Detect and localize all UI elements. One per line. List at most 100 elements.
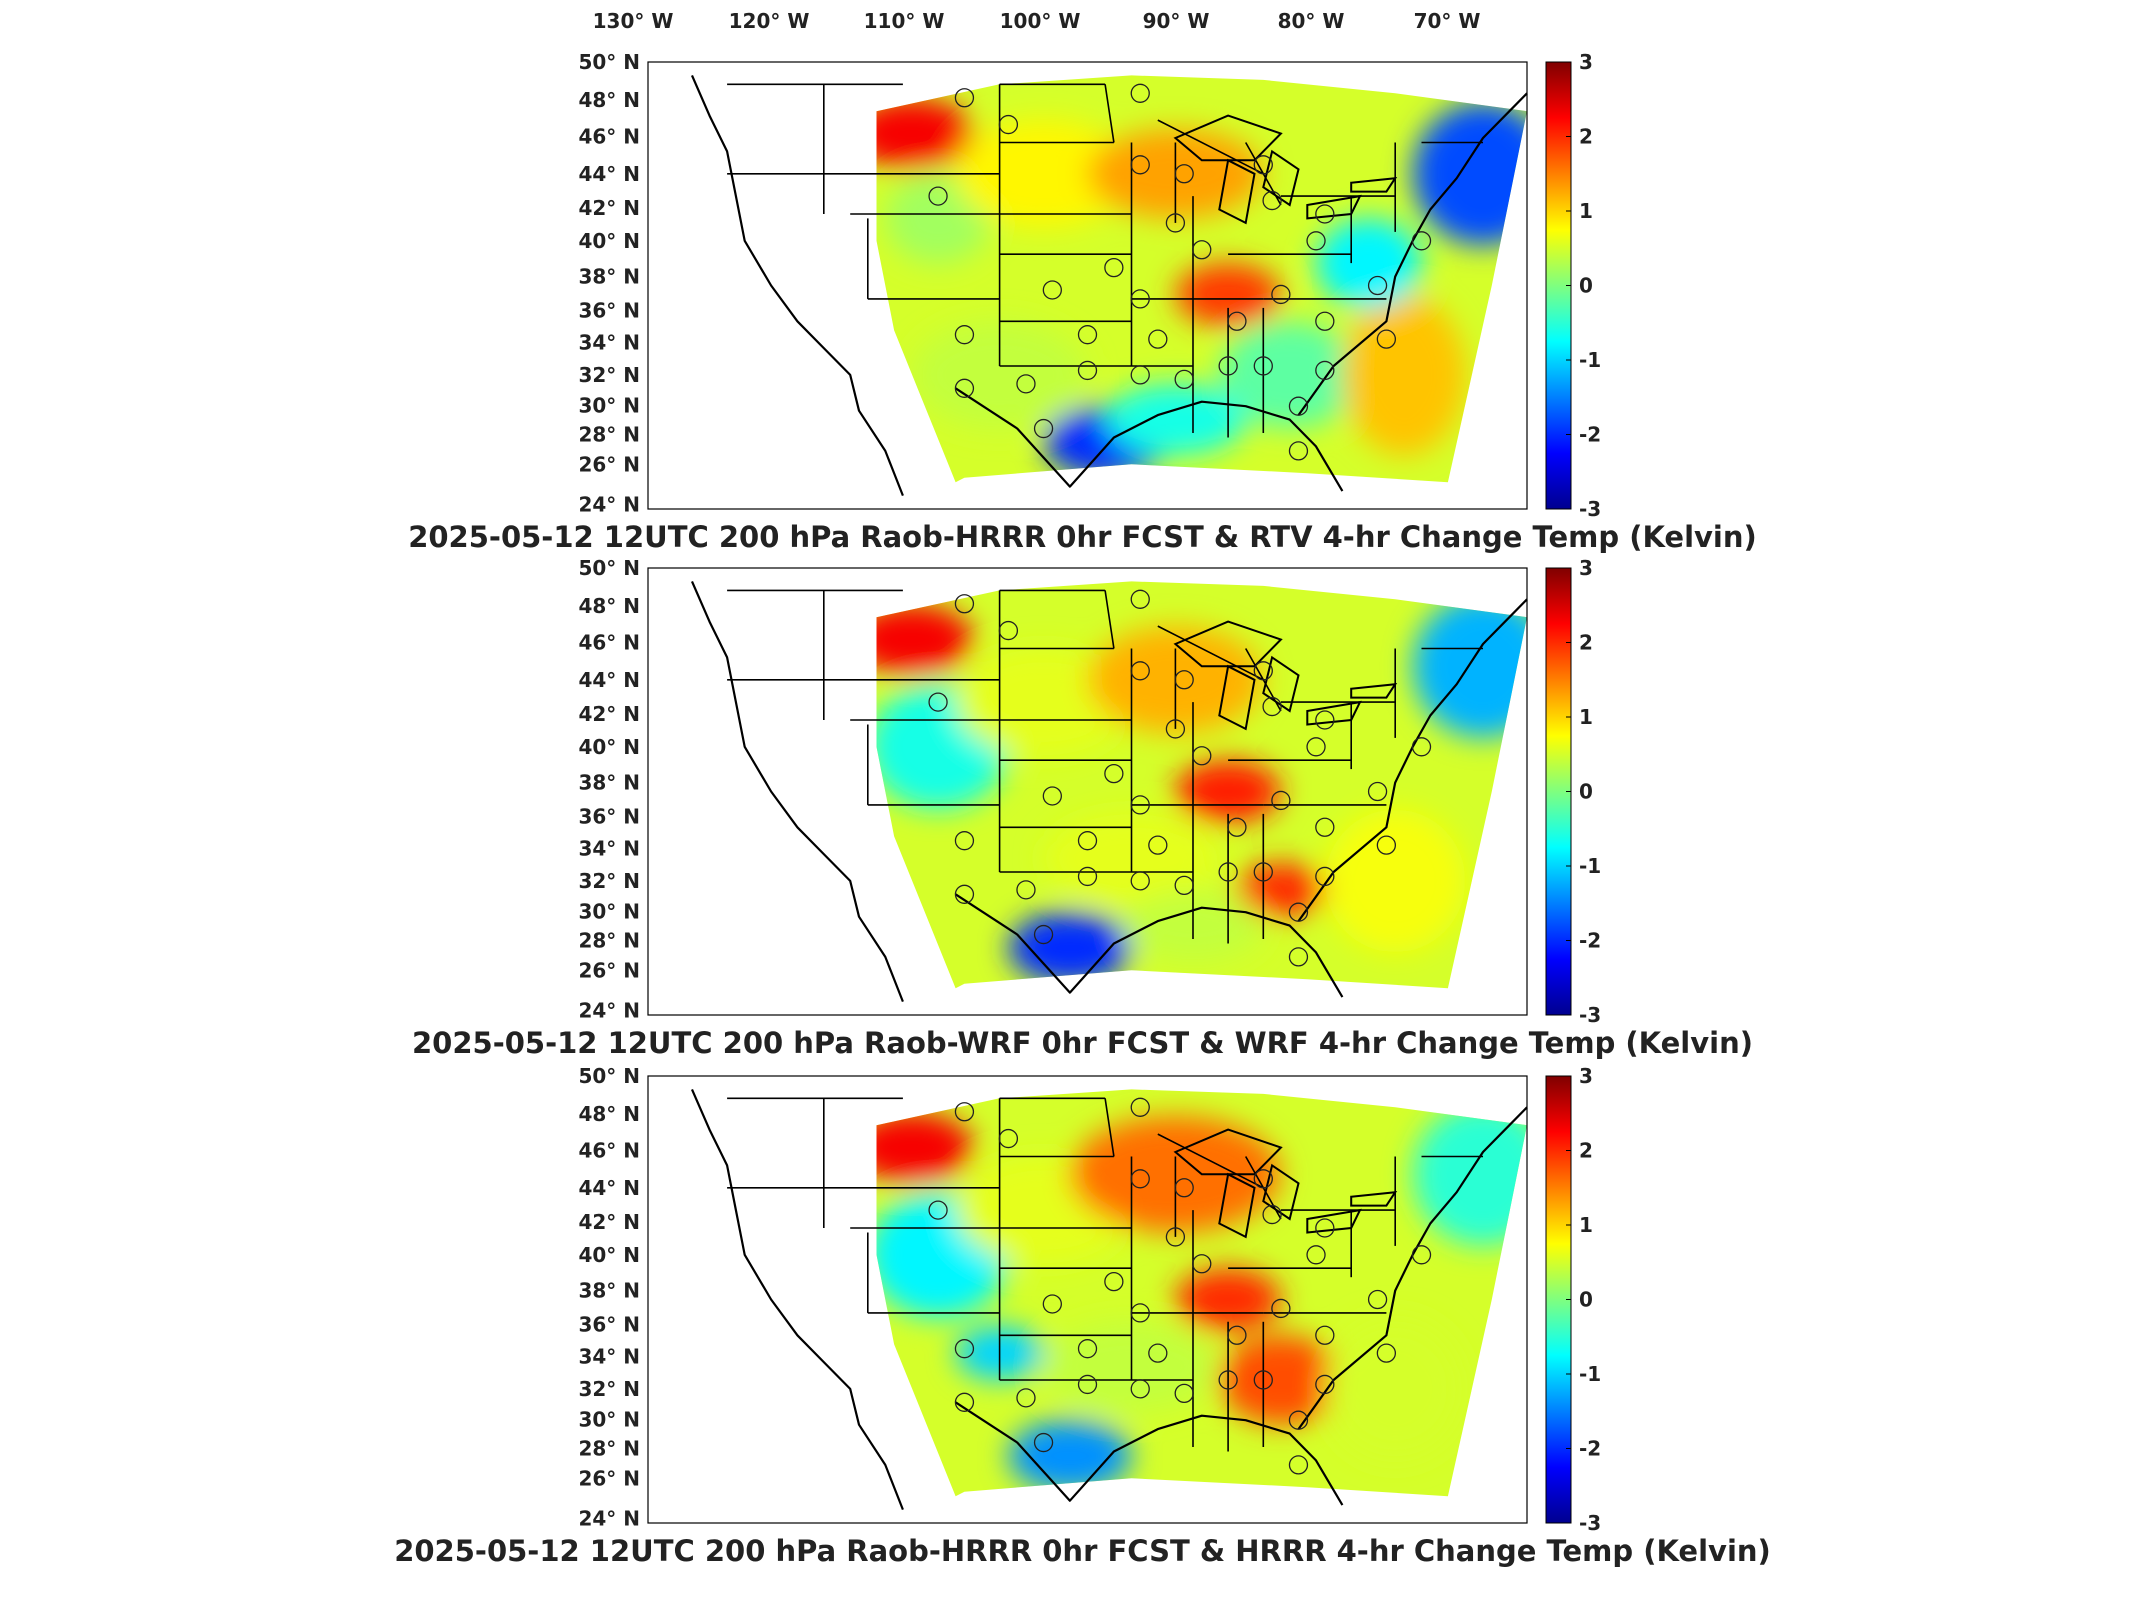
- station-marker: [1165, 1227, 1186, 1247]
- map-frame: [647, 61, 1528, 510]
- station-marker: [1227, 1325, 1247, 1345]
- lat-label: 28° N: [578, 1436, 640, 1460]
- lat-label: 46° N: [578, 125, 640, 149]
- station-marker: [1315, 817, 1335, 837]
- station-marker: [1288, 441, 1309, 461]
- map-panel-2: 50° N 48° N 46° N 44° N 42° N 40° N 38° N 36° N…: [412, 556, 1753, 1060]
- station-marker: [1411, 231, 1432, 251]
- station-marker: [1315, 1374, 1335, 1395]
- lon-label: 100° W: [1000, 9, 1081, 33]
- station-marker: [998, 1128, 1019, 1149]
- station-marker: [1315, 204, 1335, 224]
- colorbar-tick-label: -2: [1579, 1437, 1601, 1461]
- station-marker: [1306, 1245, 1326, 1265]
- lat-label: 24° N: [578, 999, 640, 1023]
- temperature-field: [876, 1089, 1527, 1497]
- temperature-field: [876, 75, 1527, 483]
- lat-label: 48° N: [578, 88, 640, 112]
- map-panel-3: 50° N 48° N 46° N 44° N 42° N 40° N 38° N 36° N…: [394, 1064, 1771, 1568]
- lat-label: 44° N: [578, 162, 640, 186]
- temperature-field: [876, 581, 1527, 989]
- station-marker: [1218, 862, 1238, 882]
- lat-label: 26° N: [578, 958, 640, 982]
- station-marker: [1192, 1254, 1212, 1274]
- station-marker: [954, 1392, 975, 1412]
- station-marker: [1042, 786, 1062, 806]
- station-marker: [1130, 1303, 1150, 1323]
- lat-label: 32° N: [578, 363, 640, 387]
- station-marker: [1130, 155, 1150, 175]
- raob-stations: [928, 589, 1432, 967]
- station-marker: [1077, 1339, 1098, 1359]
- lat-label: 28° N: [578, 928, 640, 952]
- station-marker: [1315, 1325, 1335, 1345]
- lat-label: 24° N: [578, 1507, 640, 1531]
- station-marker: [1218, 1370, 1238, 1390]
- lat-label: 30° N: [578, 899, 640, 923]
- station-marker: [1130, 1169, 1150, 1189]
- lat-label: 24° N: [578, 493, 640, 517]
- station-marker: [1376, 835, 1397, 855]
- colorbar-tick-label: -2: [1579, 423, 1601, 447]
- station-marker: [1130, 661, 1150, 681]
- lat-label: 48° N: [578, 594, 640, 618]
- station-marker: [1411, 737, 1432, 757]
- station-marker: [1253, 862, 1273, 882]
- station-marker: [1148, 835, 1168, 855]
- state-boundaries: [727, 83, 1483, 438]
- station-marker: [1262, 696, 1282, 717]
- colorbar-tick-label: -1: [1579, 1362, 1601, 1386]
- lat-label: 34° N: [578, 330, 640, 354]
- station-marker: [1367, 275, 1388, 296]
- station-marker: [1016, 880, 1036, 900]
- station-marker: [1104, 257, 1124, 278]
- map-panel-1: 50° N 48° N 46° N 44° N 42° N 40° N 38° N 36° N…: [408, 50, 1757, 554]
- colorbar-tick-label: 2: [1579, 631, 1593, 655]
- station-marker: [1165, 213, 1186, 233]
- station-marker: [1016, 1388, 1036, 1408]
- lat-label: 30° N: [578, 393, 640, 417]
- station-marker: [1174, 670, 1194, 690]
- station-marker: [1130, 365, 1150, 385]
- lat-label: 42° N: [578, 196, 640, 220]
- station-marker: [1174, 1178, 1194, 1198]
- station-marker: [1306, 737, 1326, 757]
- lat-label: 30° N: [578, 1407, 640, 1431]
- station-marker: [954, 325, 975, 345]
- colorbar-tick-label: -1: [1579, 348, 1601, 372]
- station-marker: [1262, 1204, 1282, 1225]
- station-marker: [1253, 155, 1273, 175]
- colorbar-tick-label: 2: [1579, 125, 1593, 149]
- station-marker: [1174, 875, 1194, 896]
- station-marker: [1315, 1218, 1335, 1238]
- lon-label: 130° W: [593, 9, 674, 33]
- station-marker: [1130, 289, 1150, 309]
- colorbar-tick-label: -2: [1579, 929, 1601, 953]
- station-marker: [1016, 374, 1036, 394]
- colorbar-tick-label: -1: [1579, 854, 1601, 878]
- lat-label: 36° N: [578, 1313, 640, 1337]
- station-marker: [1262, 190, 1282, 211]
- lat-label: 42° N: [578, 702, 640, 726]
- lat-label: 34° N: [578, 1344, 640, 1368]
- lat-label: 36° N: [578, 805, 640, 829]
- station-marker: [1033, 924, 1054, 945]
- station-marker: [1227, 311, 1247, 331]
- panel-title: 2025-05-12 12UTC 200 hPa Raob-HRRR 0hr F…: [408, 520, 1757, 554]
- station-marker: [998, 114, 1019, 135]
- station-marker: [1315, 360, 1335, 381]
- lat-label: 44° N: [578, 1176, 640, 1200]
- station-marker: [1288, 1455, 1309, 1475]
- colorbar-tick-label: 0: [1579, 780, 1593, 804]
- station-marker: [954, 1102, 975, 1122]
- station-marker: [1130, 589, 1150, 609]
- station-marker: [1376, 1343, 1397, 1363]
- station-marker: [1192, 240, 1212, 260]
- station-marker: [998, 620, 1019, 641]
- station-marker: [1227, 817, 1247, 837]
- station-marker: [954, 831, 975, 851]
- colorbar-tick-label: -3: [1579, 1511, 1601, 1535]
- colorbar-tick-label: -3: [1579, 1003, 1601, 1027]
- lat-label: 48° N: [578, 1102, 640, 1126]
